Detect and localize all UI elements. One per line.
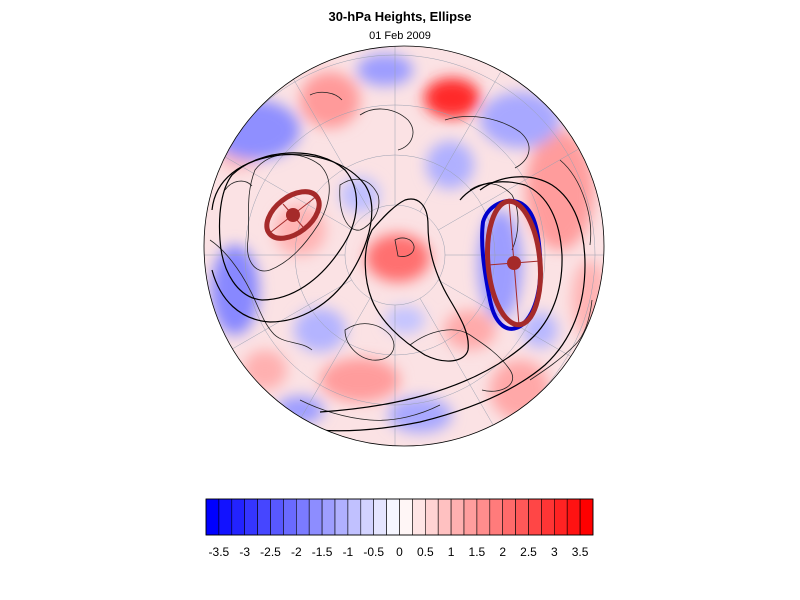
height-contours bbox=[211, 152, 586, 432]
colorbar-box bbox=[321, 498, 336, 536]
graticule bbox=[204, 46, 604, 446]
colorbar-ticks: -3.5 -3 -2.5 -2 -1.5 -1 -0.5 0 0.5 1 1.5 2 2.5 3 3.5 bbox=[209, 545, 589, 559]
anomaly-low bbox=[480, 92, 560, 148]
anomaly-low bbox=[388, 397, 452, 433]
colorbar-box bbox=[450, 498, 465, 536]
colorbar-tick-label: 1 bbox=[448, 545, 455, 559]
contour-line bbox=[364, 198, 469, 362]
anomaly-low bbox=[211, 245, 259, 335]
meridian-line bbox=[438, 134, 603, 231]
colorbar-tick-label: -3.5 bbox=[209, 545, 230, 559]
meridian-line bbox=[419, 47, 516, 212]
colorbar-box bbox=[502, 498, 516, 536]
colorbar-tick-label: 0.5 bbox=[417, 545, 434, 559]
anomaly-high bbox=[424, 78, 480, 118]
colorbar-box bbox=[334, 498, 349, 536]
colorbar-tick-label: -1.5 bbox=[312, 545, 333, 559]
colorbar-tick-label: 3.5 bbox=[572, 545, 589, 559]
colorbar-tick-label: -3 bbox=[239, 545, 250, 559]
colorbar-frame bbox=[205, 498, 594, 536]
map-boundary bbox=[203, 45, 605, 447]
colorbar-box bbox=[373, 498, 387, 536]
contour-line bbox=[211, 153, 373, 323]
colorbar-box bbox=[308, 498, 323, 536]
colorbar-tick-label: 3 bbox=[551, 545, 558, 559]
colorbar-box bbox=[566, 498, 581, 536]
anomaly-low bbox=[340, 177, 380, 213]
anomaly-high bbox=[526, 130, 594, 250]
anomaly-low bbox=[294, 308, 346, 352]
colorbar-box bbox=[541, 498, 555, 536]
colorbar-tick-label: -1 bbox=[343, 545, 354, 559]
colorbar-tick-label: -2.5 bbox=[260, 545, 281, 559]
colorbar-tick-label: 1.5 bbox=[469, 545, 486, 559]
colorbar-boxes bbox=[205, 498, 594, 536]
colorbar-box bbox=[528, 498, 542, 536]
colorbar-box bbox=[218, 498, 233, 536]
colorbar-box bbox=[360, 498, 374, 536]
anomaly-high bbox=[300, 72, 360, 128]
colorbar-box bbox=[424, 498, 439, 536]
colorbar-tick-label: -2 bbox=[291, 545, 302, 559]
colorbar-box bbox=[437, 498, 452, 536]
colorbar-box bbox=[386, 498, 400, 536]
colorbar-tick-label: -0.5 bbox=[363, 545, 384, 559]
colorbar-box bbox=[257, 498, 271, 536]
ellipse-centroid bbox=[507, 256, 521, 270]
colorbar-box bbox=[515, 498, 529, 536]
colorbar-box bbox=[231, 498, 246, 536]
colorbar-box bbox=[205, 498, 220, 536]
colorbar-box bbox=[412, 498, 426, 536]
anomaly-high bbox=[320, 358, 400, 402]
colorbar-box bbox=[476, 498, 491, 536]
colorbar-box bbox=[553, 498, 568, 536]
ellipse-diagnostic-left bbox=[264, 189, 322, 241]
ellipse-centroid bbox=[286, 208, 300, 222]
anomaly-low bbox=[357, 54, 413, 86]
contour-line bbox=[319, 181, 563, 413]
colorbar-box bbox=[399, 498, 413, 536]
colorbar-box bbox=[244, 498, 258, 536]
map-date: 01 Feb 2009 bbox=[369, 30, 431, 42]
colorbar-tick-label: 2.5 bbox=[520, 545, 537, 559]
colorbar-box bbox=[463, 498, 478, 536]
colorbar-box bbox=[347, 498, 362, 536]
ellipse-diagnostic-right bbox=[485, 198, 543, 328]
coastlines bbox=[209, 91, 593, 421]
colorbar-box bbox=[283, 498, 297, 536]
colorbar-box bbox=[295, 498, 310, 536]
colorbar-box bbox=[579, 498, 594, 536]
colorbar-tick-label: 0 bbox=[396, 545, 403, 559]
colorbar-box bbox=[489, 498, 503, 536]
contour-line bbox=[218, 152, 357, 301]
colorbar-box bbox=[270, 498, 284, 536]
anomaly-low bbox=[426, 141, 474, 189]
anomaly-high bbox=[444, 310, 496, 350]
colorbar-tick-label: 2 bbox=[499, 545, 506, 559]
contour-line bbox=[317, 176, 586, 432]
map-title: 30-hPa Heights, Ellipse bbox=[328, 9, 472, 24]
